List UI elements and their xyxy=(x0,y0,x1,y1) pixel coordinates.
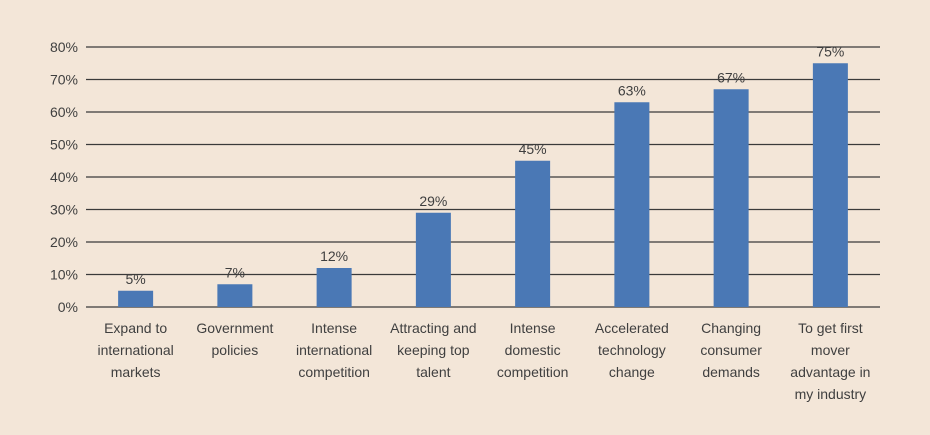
gridlines xyxy=(86,46,880,308)
bar xyxy=(515,160,551,307)
y-tick-label: 0% xyxy=(58,299,78,315)
data-label: 45% xyxy=(519,141,547,157)
y-tick-label: 30% xyxy=(50,202,78,218)
bar xyxy=(316,268,352,307)
x-tick-label-line: change xyxy=(609,364,655,380)
x-tick-label-line: demands xyxy=(702,364,760,380)
x-tick-label-line: Attracting and xyxy=(390,320,476,336)
data-label: 7% xyxy=(225,264,245,280)
x-tick-label-line: markets xyxy=(111,364,161,380)
x-tick-label: Expand to international markets xyxy=(97,320,173,380)
x-tick-label-line: international xyxy=(97,342,173,358)
y-tick-label: 20% xyxy=(50,234,78,250)
x-tick-label-line: my industry xyxy=(795,386,867,402)
bar xyxy=(217,284,253,307)
x-tick-label-line: domestic xyxy=(505,342,561,358)
x-tick-label-line: Intense xyxy=(311,320,357,336)
x-tick-label: Government policies xyxy=(196,320,273,358)
x-tick-label-line: Changing xyxy=(701,320,761,336)
data-label: 75% xyxy=(816,43,844,59)
x-tick-label-line: Expand to xyxy=(104,320,167,336)
x-tick-label-line: Intense xyxy=(510,320,556,336)
x-tick-label-line: talent xyxy=(416,364,450,380)
data-label: 12% xyxy=(320,248,348,264)
data-label: 67% xyxy=(717,69,745,85)
x-tick-label: Attracting and keeping top talent xyxy=(390,320,476,380)
y-tick-label: 80% xyxy=(50,39,78,55)
x-tick-label: Accelerated technology change xyxy=(595,320,669,380)
y-tick-label: 60% xyxy=(50,104,78,120)
x-tick-label-line: international xyxy=(296,342,372,358)
x-tick-label-line: mover xyxy=(811,342,850,358)
bar xyxy=(118,290,154,307)
x-tick-label-line: competition xyxy=(298,364,370,380)
x-tick-label-line: technology xyxy=(598,342,666,358)
bar xyxy=(614,102,650,307)
x-tick-label: Changing consumer demands xyxy=(700,320,762,380)
data-label: 5% xyxy=(126,271,146,287)
bar xyxy=(812,63,848,307)
data-label: 63% xyxy=(618,82,646,98)
x-tick-label-line: To get first xyxy=(798,320,863,336)
x-axis-ticks: Expand to international markets Government p… xyxy=(97,320,870,402)
x-tick-label: Intense international competition xyxy=(296,320,372,380)
x-tick-label-line: keeping top xyxy=(397,342,470,358)
y-axis-ticks: 0% 10% 20% 30% 40% 50% 60% 70% 80% xyxy=(50,39,78,315)
x-tick-label-line: competition xyxy=(497,364,569,380)
data-labels: 5% 7% 12% 29% 45% 63% 67% 75% xyxy=(126,43,845,287)
x-tick-label-line: advantage in xyxy=(790,364,870,380)
x-tick-label: To get first mover advantage in my industry xyxy=(790,320,870,402)
x-tick-label-line: Government xyxy=(196,320,273,336)
x-tick-label: Intense domestic competition xyxy=(497,320,569,380)
y-tick-label: 10% xyxy=(50,267,78,283)
x-tick-label-line: consumer xyxy=(700,342,762,358)
y-tick-label: 70% xyxy=(50,72,78,88)
bar xyxy=(713,89,749,307)
data-label: 29% xyxy=(419,193,447,209)
bar xyxy=(415,212,451,307)
y-tick-label: 50% xyxy=(50,137,78,153)
x-tick-label-line: Accelerated xyxy=(595,320,669,336)
y-tick-label: 40% xyxy=(50,169,78,185)
x-tick-label-line: policies xyxy=(212,342,259,358)
bars xyxy=(118,63,848,307)
